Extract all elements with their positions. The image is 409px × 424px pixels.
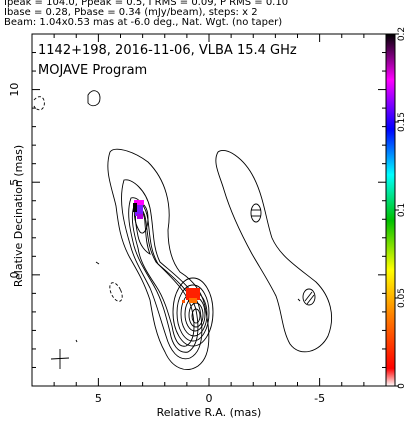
- header-line-beam: Beam: 1.04x0.53 mas at -6.0 deg., Nat. W…: [4, 17, 283, 28]
- contour-level-6: [133, 202, 149, 234]
- contour-level-4: [131, 205, 195, 347]
- y-tick-label: 5: [8, 179, 21, 186]
- header-line-base: Ibase = 0.28, Pbase = 0.34 (mJy/beam), s…: [4, 7, 258, 18]
- core-contour-1: [172, 277, 214, 347]
- header-line-peak: Ipeak = 104.0, Ppeak = 0.5, I RMS = 0.09…: [4, 0, 289, 8]
- y-tick-label: 10: [8, 83, 21, 97]
- colorbar-tick-label: 0.15: [397, 112, 407, 132]
- pol-patch-core-red: [186, 288, 200, 300]
- contour-level-5: [135, 209, 151, 255]
- colorbar-ticks: 0 0.05 0.1 0.15 0.2: [395, 27, 407, 389]
- pol-island-1: [250, 203, 262, 223]
- colorbar-tick-label: 0: [397, 383, 407, 389]
- beam-minor-axis: [50, 357, 70, 360]
- x-tick-label: -5: [314, 392, 325, 405]
- core-contour-6: [191, 308, 201, 324]
- axes: 5 0 -5 0 5 10: [8, 34, 386, 405]
- plot-title-source: 1142+198, 2016-11-06, VLBA 15.4 GHz: [38, 43, 297, 58]
- contour-neg-1: [109, 282, 123, 302]
- colorbar-tick-label: 0.1: [397, 203, 407, 217]
- pol-patch-knot-top: [134, 200, 144, 205]
- core-contour-2: [176, 284, 210, 342]
- pol-patch-core-edge: [182, 300, 185, 303]
- colorbar-tick-label: 0.2: [397, 27, 407, 41]
- pol-patch-knot-edge: [133, 203, 137, 212]
- polarization-patches: [133, 200, 200, 303]
- contour-dot-2: [75, 339, 78, 343]
- contour-level-3: [128, 197, 199, 353]
- pol-patch-knot-mid: [135, 205, 143, 216]
- pol-outline: [215, 150, 332, 353]
- pol-patch-core-orange: [189, 298, 197, 303]
- contour-neg-edge: [33, 96, 45, 111]
- colorbar: [385, 33, 396, 387]
- x-tick-label: 0: [206, 392, 213, 405]
- contour-level-2: [121, 179, 203, 360]
- y-axis-label: Relative Decination (mas): [12, 145, 25, 287]
- colorbar-tick-label: 0.05: [397, 288, 407, 308]
- x-axis-label: Relative R.A. (mas): [157, 406, 262, 419]
- pol-patch-knot-bottom: [137, 214, 143, 219]
- pol-island-2: [302, 288, 316, 306]
- pol-dot: [297, 298, 301, 302]
- y-tick-label: 0: [8, 271, 21, 278]
- contour-island-1: [87, 90, 101, 107]
- contour-group: [33, 90, 332, 370]
- contour-lowest: [107, 148, 210, 370]
- x-tick-label: 5: [95, 392, 102, 405]
- contour-dot-1: [95, 261, 100, 265]
- pol-island-2-vector-a: [304, 291, 313, 302]
- plot-title-program: MOJAVE Program: [38, 63, 147, 78]
- pol-island-2-vector-b: [306, 294, 315, 305]
